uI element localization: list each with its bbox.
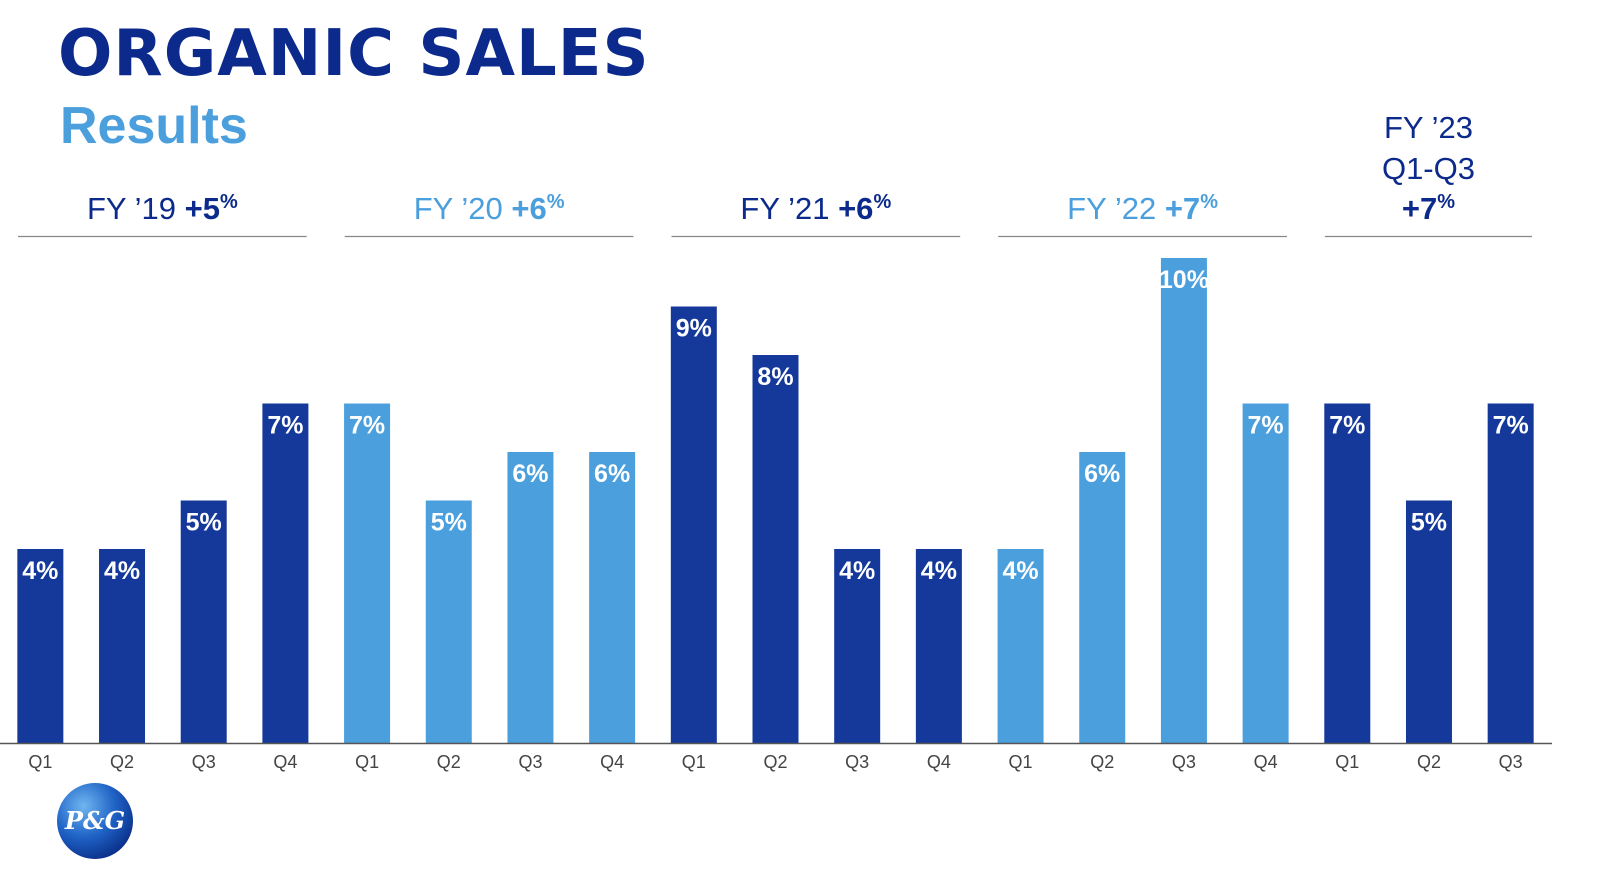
group-label: FY ’19 +5% <box>87 191 238 226</box>
bar-value-label: 7% <box>1493 412 1529 440</box>
x-tick-label: Q1 <box>1009 752 1033 772</box>
bar-value-label: 8% <box>757 363 793 391</box>
bar <box>1487 403 1534 743</box>
x-tick-label: Q2 <box>763 752 787 772</box>
x-tick-label: Q4 <box>600 752 624 772</box>
bar <box>1242 403 1289 743</box>
x-tick-label: Q1 <box>1335 752 1359 772</box>
x-tick-label: Q2 <box>110 752 134 772</box>
bar <box>1079 452 1126 743</box>
bar <box>507 452 554 743</box>
group-sublabel: Q1-Q3 <box>1382 151 1475 186</box>
bar <box>752 355 799 743</box>
bar <box>99 549 146 743</box>
bar-value-label: 4% <box>22 557 58 585</box>
x-tick-label: Q4 <box>927 752 951 772</box>
bar-value-label: 4% <box>839 557 875 585</box>
x-tick-label: Q4 <box>273 752 297 772</box>
group-label: FY ’20 +6% <box>414 191 565 226</box>
x-tick-label: Q2 <box>1417 752 1441 772</box>
bar-value-label: 4% <box>104 557 140 585</box>
bar <box>670 306 717 743</box>
x-tick-label: Q3 <box>1172 752 1196 772</box>
bar-value-label: 6% <box>512 460 548 488</box>
x-tick-label: Q2 <box>1090 752 1114 772</box>
bar-value-label: 7% <box>1329 412 1365 440</box>
pg-logo: P&G <box>57 783 133 859</box>
bar <box>1160 258 1207 743</box>
page-subtitle: Results <box>60 97 248 155</box>
bar-value-label: 10% <box>1159 266 1209 294</box>
bar-value-label: 4% <box>1002 557 1038 585</box>
x-tick-label: Q3 <box>518 752 542 772</box>
x-tick-label: Q3 <box>845 752 869 772</box>
x-tick-label: Q4 <box>1254 752 1278 772</box>
bar <box>425 500 472 743</box>
x-tick-label: Q2 <box>437 752 461 772</box>
bar <box>344 403 391 743</box>
bar <box>997 549 1044 743</box>
bar <box>1405 500 1452 743</box>
bar-value-label: 5% <box>431 509 467 537</box>
bar-value-label: 5% <box>1411 509 1447 537</box>
group-label: FY ’23 <box>1384 110 1473 145</box>
bar-value-label: 7% <box>1248 412 1284 440</box>
x-tick-label: Q1 <box>355 752 379 772</box>
group-label: FY ’22 +7% <box>1067 191 1218 226</box>
bar-value-label: 4% <box>921 557 957 585</box>
pg-logo-text: P&G <box>64 806 125 835</box>
group-label: FY ’21 +6% <box>740 191 891 226</box>
bar-value-label: 7% <box>349 412 385 440</box>
x-tick-label: Q3 <box>1499 752 1523 772</box>
bar-value-label: 5% <box>186 509 222 537</box>
bar-value-label: 7% <box>267 412 303 440</box>
bar <box>17 549 64 743</box>
x-tick-label: Q1 <box>682 752 706 772</box>
page-title: ORGANIC SALES <box>58 17 650 91</box>
bar <box>589 452 636 743</box>
bar <box>1324 403 1371 743</box>
bar-value-label: 6% <box>594 460 630 488</box>
group-total: +7% <box>1402 191 1455 226</box>
x-tick-label: Q3 <box>192 752 216 772</box>
bar <box>834 549 881 743</box>
bar <box>262 403 309 743</box>
bar <box>915 549 962 743</box>
bar-value-label: 6% <box>1084 460 1120 488</box>
x-tick-label: Q1 <box>28 752 52 772</box>
bar-value-label: 9% <box>676 315 712 343</box>
bar <box>180 500 227 743</box>
